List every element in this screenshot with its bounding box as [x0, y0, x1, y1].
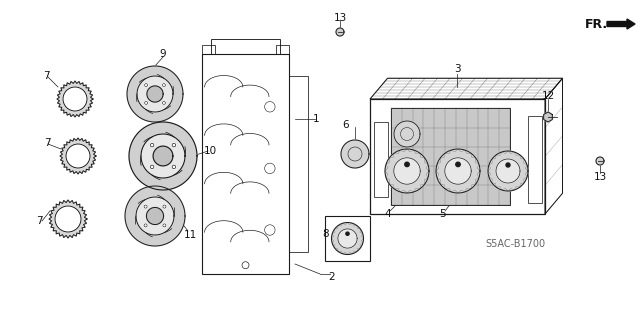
Polygon shape: [49, 200, 87, 238]
Circle shape: [163, 205, 166, 208]
Text: 5: 5: [440, 209, 446, 219]
Polygon shape: [127, 66, 183, 122]
Circle shape: [145, 84, 148, 86]
Circle shape: [346, 232, 349, 235]
Polygon shape: [129, 122, 197, 190]
Polygon shape: [125, 186, 185, 246]
Circle shape: [163, 84, 165, 86]
Text: 7: 7: [44, 138, 51, 148]
Polygon shape: [394, 121, 420, 147]
Circle shape: [172, 143, 175, 147]
Polygon shape: [338, 229, 357, 248]
Text: FR.: FR.: [585, 18, 608, 31]
Circle shape: [145, 101, 148, 104]
Bar: [276, 45, 289, 54]
Text: 11: 11: [184, 230, 196, 240]
Text: 4: 4: [385, 209, 391, 219]
Polygon shape: [496, 159, 520, 183]
Circle shape: [506, 163, 510, 167]
Polygon shape: [436, 149, 480, 193]
Text: S5AC-B1700: S5AC-B1700: [485, 239, 545, 249]
Polygon shape: [57, 81, 93, 117]
Polygon shape: [147, 86, 163, 102]
Text: 9: 9: [160, 49, 166, 59]
Text: 10: 10: [204, 146, 216, 156]
Text: 8: 8: [323, 229, 330, 239]
Polygon shape: [60, 138, 96, 174]
Text: 6: 6: [342, 120, 349, 130]
Polygon shape: [596, 157, 604, 165]
Polygon shape: [543, 112, 552, 122]
Bar: [527, 116, 541, 203]
Circle shape: [163, 101, 165, 104]
Polygon shape: [445, 158, 471, 184]
Circle shape: [144, 205, 147, 208]
Polygon shape: [394, 158, 420, 184]
Bar: [211, 39, 280, 54]
Circle shape: [405, 162, 409, 167]
Bar: [391, 108, 510, 205]
Polygon shape: [147, 207, 164, 225]
Polygon shape: [385, 149, 429, 193]
Polygon shape: [336, 28, 344, 36]
Polygon shape: [488, 151, 528, 191]
Bar: [374, 122, 387, 197]
Text: 13: 13: [333, 13, 347, 23]
Bar: [289, 76, 308, 252]
Bar: [202, 54, 289, 274]
Text: 2: 2: [329, 272, 335, 282]
Circle shape: [456, 162, 460, 167]
Text: 13: 13: [593, 172, 607, 182]
Circle shape: [63, 87, 87, 111]
Text: 7: 7: [36, 216, 42, 226]
Polygon shape: [137, 76, 173, 112]
Circle shape: [66, 144, 90, 168]
Text: 3: 3: [454, 64, 460, 74]
FancyArrow shape: [607, 19, 635, 29]
Polygon shape: [341, 140, 369, 168]
Text: 12: 12: [541, 91, 555, 101]
Circle shape: [172, 165, 175, 169]
Bar: [202, 45, 215, 54]
Circle shape: [150, 165, 154, 169]
Polygon shape: [153, 146, 173, 166]
Circle shape: [150, 143, 154, 147]
Text: 7: 7: [43, 71, 49, 81]
Polygon shape: [136, 197, 174, 235]
Circle shape: [163, 224, 166, 227]
Circle shape: [144, 224, 147, 227]
Bar: [325, 216, 370, 261]
Polygon shape: [332, 222, 364, 255]
Polygon shape: [141, 134, 185, 178]
Text: 1: 1: [313, 114, 319, 124]
Circle shape: [55, 206, 81, 232]
